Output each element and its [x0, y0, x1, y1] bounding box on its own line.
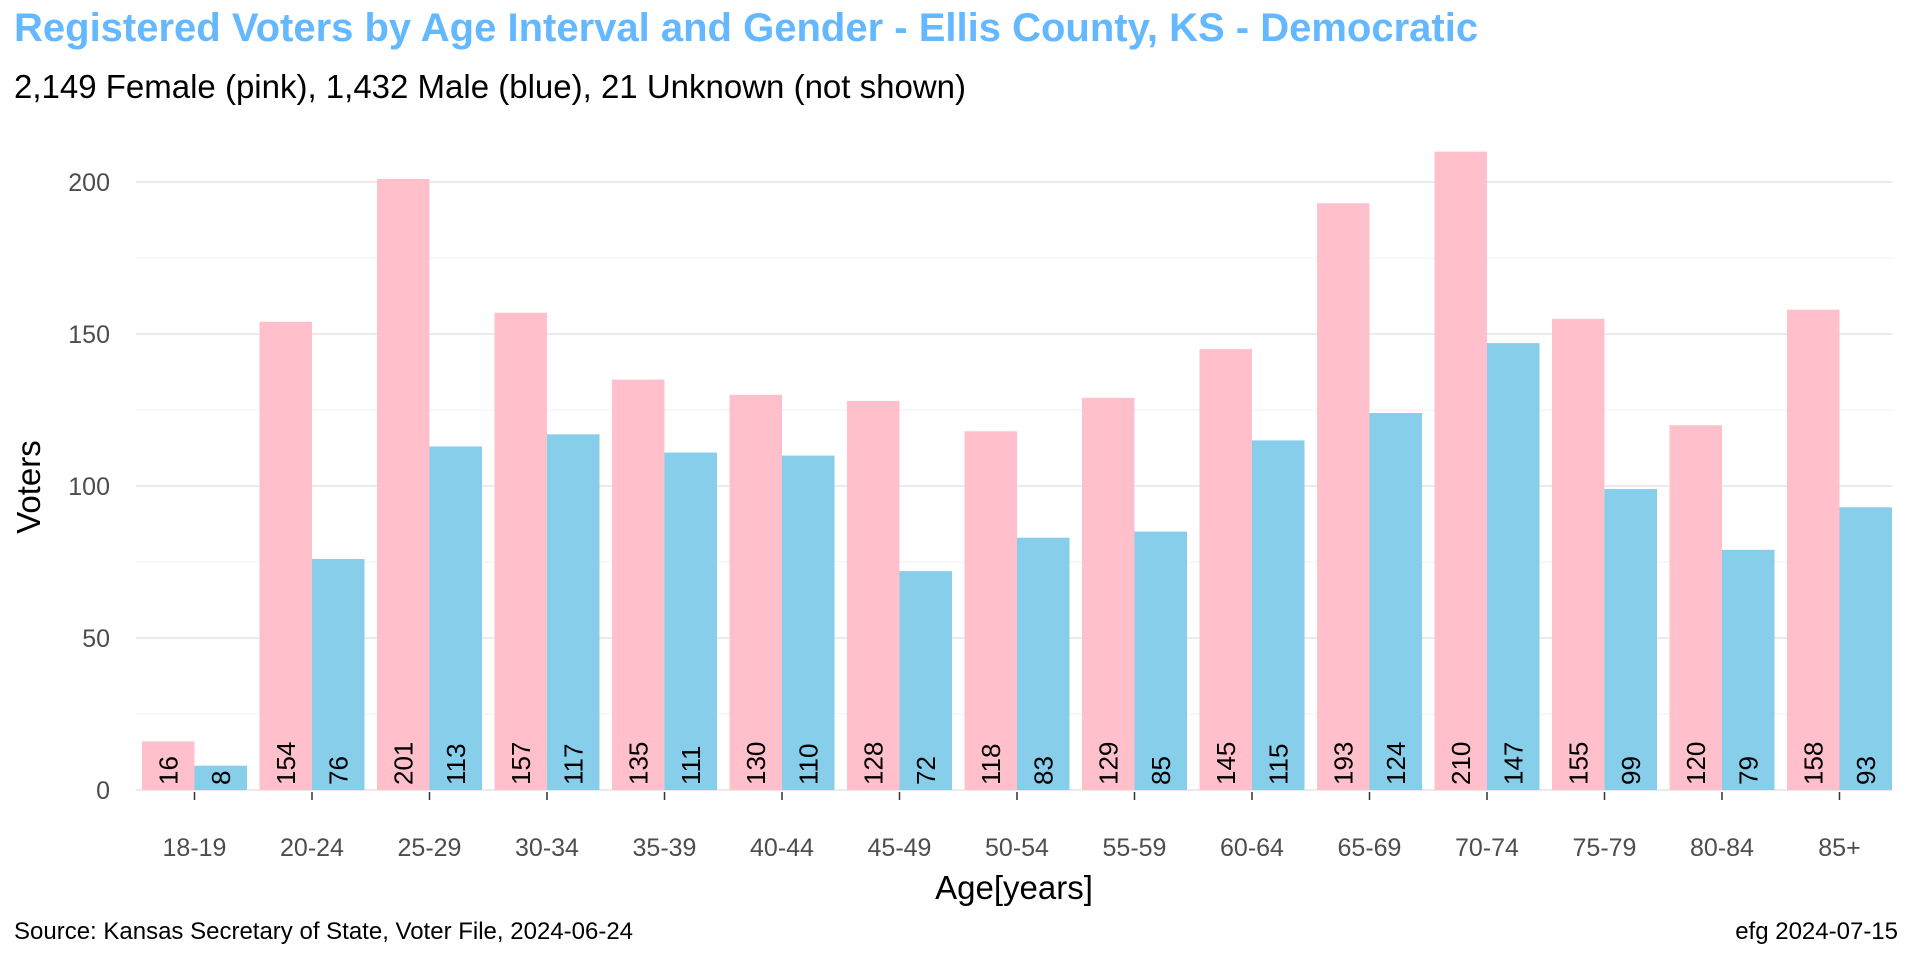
bar-labels: 16 8 154 76 201 113 157 117 135 111 130 110 128 72 118…	[153, 742, 1881, 785]
bar	[964, 431, 1017, 790]
bar-value-label: 72	[911, 756, 941, 785]
y-tick-label: 50	[82, 625, 110, 653]
chart-subtitle: 2,149 Female (pink), 1,432 Male (blue), …	[14, 68, 966, 105]
bar	[1669, 425, 1722, 790]
bar-value-label: 79	[1733, 756, 1763, 785]
x-tick-label: 50-54	[985, 834, 1049, 862]
bar-value-label: 193	[1328, 742, 1358, 785]
bar	[782, 455, 835, 790]
x-tick-label: 45-49	[868, 834, 932, 862]
bar	[547, 434, 600, 790]
x-tick-label: 80-84	[1690, 834, 1754, 862]
bar	[494, 312, 547, 790]
bar-value-label: 118	[976, 744, 1006, 785]
bar	[612, 379, 665, 790]
credit-note: efg 2024-07-15	[1735, 918, 1898, 945]
bar-value-label: 8	[206, 771, 236, 785]
y-axis-ticks: 0 50 100 150 200	[68, 169, 110, 805]
bar-value-label: 147	[1498, 742, 1528, 785]
x-tick-label: 85+	[1818, 834, 1860, 862]
bar	[312, 558, 365, 790]
bar	[194, 765, 247, 790]
bar-value-label: 201	[388, 742, 418, 785]
bar-value-label: 110	[793, 744, 823, 785]
bar-value-label: 76	[323, 756, 353, 785]
bar-value-label: 124	[1381, 742, 1411, 785]
x-tick-label: 30-34	[515, 834, 579, 862]
bar-value-label: 154	[271, 742, 301, 785]
bar	[1082, 397, 1135, 790]
bar-value-label: 128	[858, 742, 888, 785]
x-tick-label: 35-39	[633, 834, 697, 862]
bar-value-label: 120	[1681, 742, 1711, 785]
bar-value-label: 145	[1211, 742, 1241, 785]
bar-value-label: 113	[441, 744, 471, 785]
bar	[1604, 489, 1657, 790]
x-tick-label: 18-19	[163, 834, 227, 862]
y-tick-label: 200	[68, 169, 110, 197]
bar	[1839, 507, 1892, 790]
bar	[1722, 549, 1775, 790]
bar	[1017, 537, 1070, 790]
y-tick-label: 150	[68, 321, 110, 349]
bar	[142, 741, 195, 790]
bar	[1552, 318, 1605, 790]
bar	[259, 321, 312, 790]
x-axis-title: Age[years]	[935, 869, 1093, 906]
bar-value-label: 83	[1028, 756, 1058, 785]
bar	[377, 178, 430, 790]
bars	[142, 151, 1892, 791]
bar-value-label: 99	[1616, 756, 1646, 785]
y-tick-label: 100	[68, 473, 110, 501]
bar	[1369, 413, 1422, 790]
x-tick-label: 20-24	[280, 834, 344, 862]
bar	[1134, 531, 1187, 790]
bar	[664, 452, 717, 790]
x-tick-label: 25-29	[398, 834, 462, 862]
x-tick-label: 55-59	[1103, 834, 1167, 862]
bar	[847, 400, 900, 790]
x-tick-label: 65-69	[1338, 834, 1402, 862]
x-tick-label: 70-74	[1455, 834, 1519, 862]
bar	[1787, 309, 1840, 790]
bar	[1199, 349, 1252, 790]
bar-value-label: 85	[1146, 756, 1176, 785]
bar-value-label: 16	[153, 756, 183, 785]
bar-value-label: 117	[558, 744, 588, 785]
bar	[429, 446, 482, 790]
bar	[1487, 343, 1540, 790]
x-axis-ticks: 18-19 20-24 25-29 30-34 35-39 40-44 45-49 50-54…	[163, 792, 1861, 862]
bar-value-label: 130	[741, 742, 771, 785]
bar-value-label: 93	[1851, 756, 1881, 785]
bar-value-label: 155	[1563, 742, 1593, 785]
bar	[1434, 151, 1487, 791]
bar-value-label: 129	[1093, 742, 1123, 785]
bar-value-label: 115	[1263, 744, 1293, 785]
bar-value-label: 157	[506, 742, 536, 785]
bar-value-label: 158	[1798, 742, 1828, 785]
bar-value-label: 135	[623, 742, 653, 785]
bar	[729, 394, 782, 790]
bar-value-label: 111	[676, 745, 706, 785]
bar	[899, 571, 952, 790]
bar	[1252, 440, 1305, 790]
bar-value-label: 210	[1446, 742, 1476, 785]
y-axis-title: Voters	[10, 440, 47, 534]
source-note: Source: Kansas Secretary of State, Voter…	[14, 918, 634, 945]
bar	[1317, 203, 1370, 790]
x-tick-label: 40-44	[750, 834, 814, 862]
x-tick-label: 75-79	[1573, 834, 1637, 862]
x-tick-label: 60-64	[1220, 834, 1284, 862]
y-tick-label: 0	[96, 777, 110, 805]
chart-title: Registered Voters by Age Interval and Ge…	[14, 6, 1479, 50]
